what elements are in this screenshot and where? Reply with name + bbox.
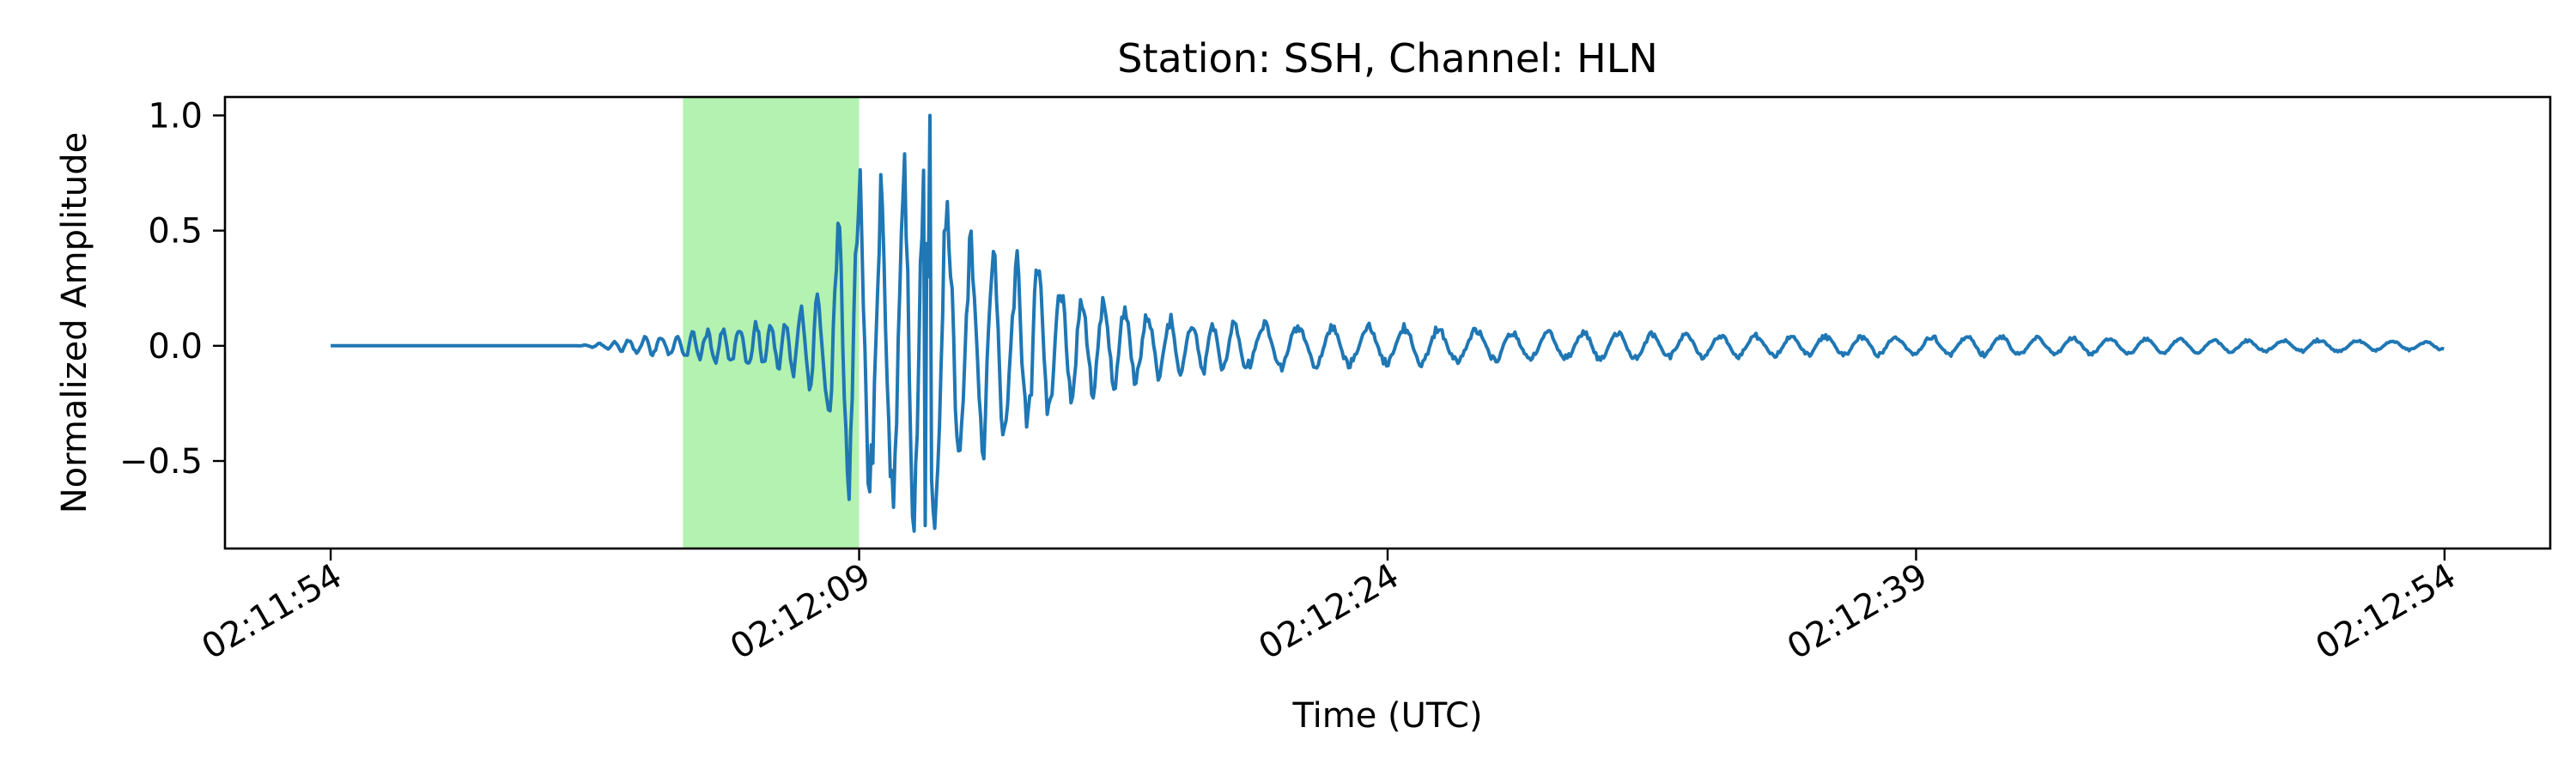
waveform-trace <box>330 113 2445 533</box>
y-tick-label: 0.0 <box>148 327 203 367</box>
y-tick-label: 0.5 <box>148 212 203 252</box>
y-tick-label: 1.0 <box>148 96 203 136</box>
chart-title: Station: SSH, Channel: HLN <box>1117 35 1658 82</box>
x-axis-label: Time (UTC) <box>1291 696 1482 736</box>
y-tick-label: −0.5 <box>119 442 203 482</box>
y-axis-label: Normalized Amplitude <box>55 132 94 514</box>
trace-layer <box>330 113 2445 533</box>
highlight-layer <box>683 97 860 549</box>
p-wave-window-highlight <box>683 97 860 549</box>
